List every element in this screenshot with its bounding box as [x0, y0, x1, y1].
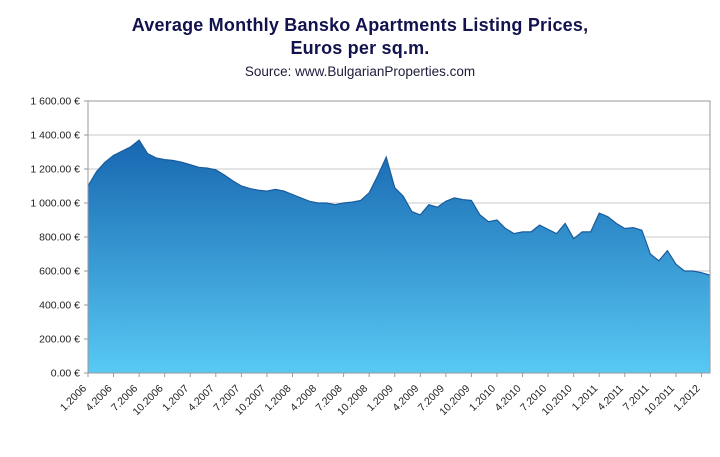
y-tick-label: 1 200.00 € — [30, 164, 80, 176]
x-tick-label: 1.2006 — [58, 383, 89, 414]
x-tick-label: 1.2012 — [671, 383, 702, 414]
chart-title: Average Monthly Bansko Apartments Listin… — [0, 14, 720, 59]
x-tick-label: 1.2010 — [467, 383, 498, 414]
chart-source: Source: www.BulgarianProperties.com — [244, 64, 476, 79]
y-tick-label: 400.00 € — [39, 300, 80, 312]
x-tick-label: 4.2007 — [186, 383, 217, 414]
y-tick-label: 1 000.00 € — [30, 198, 80, 210]
y-tick-label: 0.00 € — [51, 368, 80, 380]
y-tick-label: 1 600.00 € — [30, 96, 80, 108]
x-tick-label: 1.2008 — [262, 383, 293, 414]
x-tick-label: 4.2006 — [83, 383, 114, 414]
x-tick-label: 4.2011 — [595, 383, 626, 414]
chart-title-line2: Euros per sq.m. — [290, 37, 430, 58]
y-tick-label: 1 400.00 € — [30, 130, 80, 142]
x-tick-label: 4.2008 — [288, 383, 319, 414]
x-tick-label: 1.2007 — [160, 383, 191, 414]
x-tick-label: 4.2010 — [492, 383, 523, 414]
x-tick-label: 4.2009 — [390, 383, 421, 414]
x-tick-label: 1.2009 — [365, 383, 396, 414]
y-tick-label: 200.00 € — [39, 334, 80, 346]
series-line — [87, 139, 711, 276]
x-tick-label: 1.2011 — [570, 383, 601, 414]
chart-title-line1: Average Monthly Bansko Apartments Listin… — [131, 15, 589, 35]
price-area-chart: 0.00 € 200.00 € 400.00 € 600.00 € 800.00 € 1 … — [30, 96, 711, 418]
chart-area: 0.00 € 200.00 € 400.00 € 600.00 € 800.00 € 1 … — [0, 87, 720, 444]
y-tick-label: 600.00 € — [39, 266, 80, 278]
area-series — [88, 140, 710, 373]
y-tick-label: 800.00 € — [39, 232, 80, 244]
